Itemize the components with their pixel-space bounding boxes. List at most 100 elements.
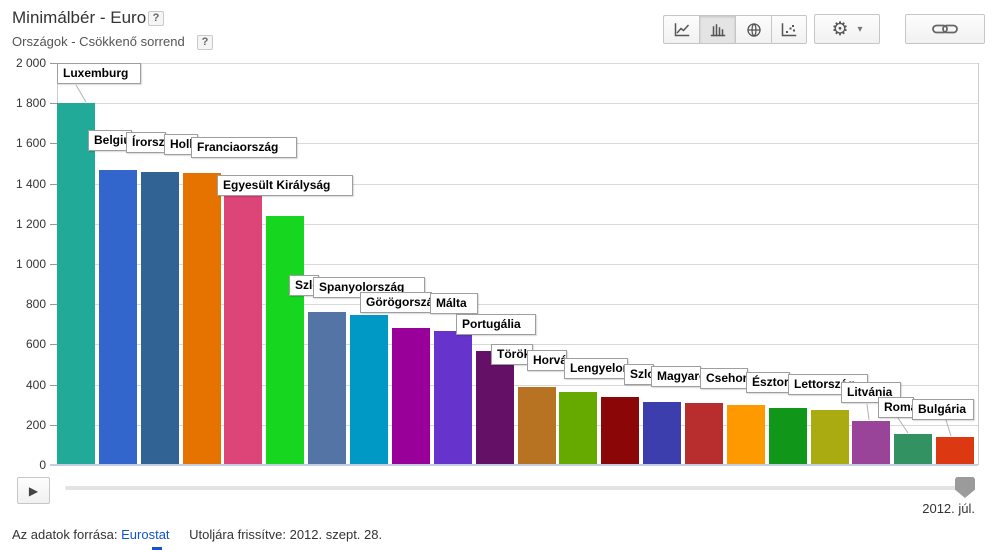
map-chart-button[interactable] (735, 15, 771, 44)
bar-label-törökország[interactable]: Törökország (491, 344, 533, 365)
link-icon (932, 24, 958, 34)
bar-belgium[interactable] (99, 170, 137, 465)
line-chart-button[interactable] (663, 15, 699, 44)
bar-chart-button[interactable] (699, 15, 735, 44)
gridline-1800 (57, 103, 978, 104)
gridline-200 (57, 425, 978, 426)
chart-type-toolbar (663, 15, 807, 44)
bar-label-horvátország[interactable]: Horvátország (527, 350, 567, 371)
settings-button[interactable]: ⚙ ▾ (814, 14, 880, 44)
bar-label-görögország[interactable]: Görögország (360, 292, 432, 313)
gridline-0 (50, 464, 978, 466)
line-chart-icon (674, 22, 689, 36)
bar-hollandia[interactable] (183, 173, 221, 465)
subtitle-help-button[interactable]: ? (197, 35, 213, 50)
y-axis-label-0: 0 (39, 458, 46, 472)
y-axis-tick-200 (50, 425, 57, 426)
bar-label-egyesült-királyság[interactable]: Egyesült Királyság (217, 175, 353, 196)
y-axis-label-1000: 1 000 (15, 257, 46, 271)
bar-luxemburg[interactable] (57, 103, 95, 465)
timeline-slider-track[interactable] (65, 486, 975, 490)
bar-szlovákia[interactable] (643, 402, 681, 465)
y-axis-tick-2000 (50, 63, 57, 64)
gridline-1400 (57, 184, 978, 185)
y-axis-tick-1000 (50, 264, 57, 265)
y-axis-label-600: 600 (25, 337, 46, 351)
bar-egyesült-királyság[interactable] (266, 216, 304, 465)
bar-portugália[interactable] (476, 351, 514, 465)
y-axis-tick-600 (50, 344, 57, 345)
bar-lengyelország[interactable] (601, 397, 639, 465)
bar-horvátország[interactable] (559, 392, 597, 465)
y-axis-tick-1400 (50, 184, 57, 185)
y-axis-tick-400 (50, 385, 57, 386)
timeline-current-date: 2012. júl. (922, 501, 975, 516)
last-updated-label: Utoljára frissítve: 2012. szept. 28. (189, 527, 383, 542)
play-button[interactable]: ▶ (17, 477, 50, 504)
bar-magyarország[interactable] (685, 403, 723, 465)
chart-subtitle: Országok - Csökkenő sorrend (12, 34, 185, 49)
y-axis-tick-1600 (50, 143, 57, 144)
source-label: Az adatok forrása: (12, 527, 118, 542)
chevron-down-icon: ▾ (857, 23, 863, 35)
gear-icon: ⚙ (831, 18, 849, 40)
page-title: Minimálbér - Euro (12, 8, 147, 27)
bar-spanyolország[interactable] (350, 315, 388, 465)
gridline-400 (57, 385, 978, 386)
y-axis-label-1600: 1 600 (15, 136, 46, 150)
title-help-button[interactable]: ? (148, 11, 164, 26)
y-axis-label-400: 400 (25, 378, 46, 392)
y-axis-label-200: 200 (25, 418, 46, 432)
bar-label-lengyelország[interactable]: Lengyelország (564, 358, 628, 379)
bar-írország[interactable] (141, 172, 179, 465)
bar-görögország[interactable] (392, 328, 430, 465)
gridline-1200 (57, 224, 978, 225)
scatter-chart-button[interactable] (771, 15, 807, 44)
gridline-1000 (57, 264, 978, 265)
y-axis-label-1400: 1 400 (15, 177, 46, 191)
bar-label-luxemburg[interactable]: Luxemburg (57, 63, 141, 84)
bar-label-románia[interactable]: Románia (878, 397, 914, 418)
bar-label-franciaország[interactable]: Franciaország (191, 137, 297, 158)
gridline-800 (57, 304, 978, 305)
bar-label-észtország[interactable]: Észtország (746, 372, 790, 393)
bar-málta[interactable] (434, 331, 472, 465)
y-axis-label-2000: 2 000 (15, 56, 46, 70)
footer: Az adatok forrása: Eurostat Utoljára fri… (12, 527, 382, 542)
bar-label-bulgária[interactable]: Bulgária (912, 399, 974, 420)
bar-label-szlovákia[interactable]: Szlovákia (624, 364, 654, 385)
bar-label-málta[interactable]: Málta (430, 293, 478, 314)
y-axis-tick-1800 (50, 103, 57, 104)
scatter-chart-icon (781, 22, 797, 36)
y-axis-tick-1200 (50, 224, 57, 225)
bar-szlovénia[interactable] (308, 312, 346, 465)
bar-label-portugália[interactable]: Portugália (456, 314, 536, 335)
y-axis-label-800: 800 (25, 297, 46, 311)
bar-franciaország[interactable] (224, 184, 262, 465)
bar-románia[interactable] (894, 434, 932, 465)
bar-csehország[interactable] (727, 405, 765, 465)
gridline-1600 (57, 143, 978, 144)
y-axis-label-1800: 1 800 (15, 96, 46, 110)
bar-törökország[interactable] (518, 387, 556, 465)
y-axis-tick-800 (50, 304, 57, 305)
clipped-content-sliver (152, 547, 162, 550)
y-axis-label-1200: 1 200 (15, 217, 46, 231)
share-link-button[interactable] (905, 14, 985, 44)
bar-chart-icon (710, 23, 725, 36)
plot-right-border (978, 63, 979, 465)
bar-label-magyarország[interactable]: Magyarország (651, 366, 701, 387)
timeline-slider-handle[interactable] (955, 477, 975, 498)
bar-bulgária[interactable] (936, 437, 974, 465)
bar-label-csehország[interactable]: Csehország (700, 368, 748, 389)
play-icon: ▶ (28, 483, 39, 498)
gridline-2000 (57, 63, 978, 64)
bar-lettország[interactable] (811, 410, 849, 465)
source-link-eurostat[interactable]: Eurostat (121, 527, 170, 542)
bar-észtország[interactable] (769, 408, 807, 465)
bar-label-írország[interactable]: Írország (126, 132, 166, 153)
map-chart-icon (746, 22, 761, 37)
bar-label-belgium[interactable]: Belgium (88, 130, 132, 151)
bar-litvánia[interactable] (852, 421, 890, 465)
